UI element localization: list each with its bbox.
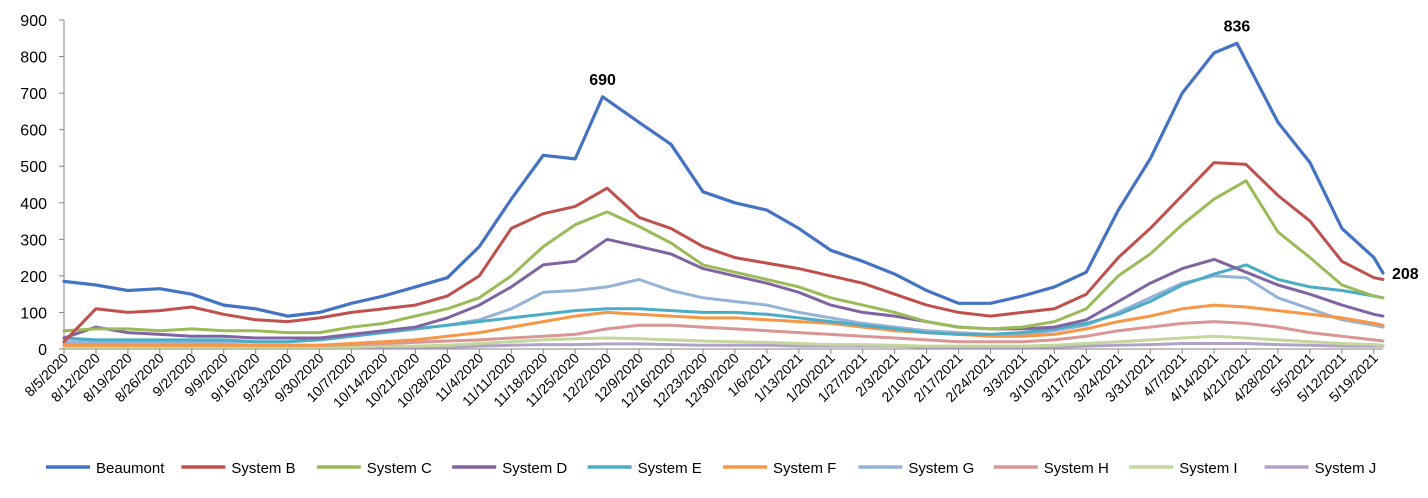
y-tick-label: 700 [20,86,47,103]
y-tick-label: 400 [20,196,47,213]
legend-label-system-f: System F [773,460,836,477]
series-line-beaumont [62,41,1385,318]
data-label: 208 [1392,266,1419,283]
series-line-system-c [62,179,1385,335]
legend-label-beaumont: Beaumont [96,460,165,477]
legend-label-system-j: System J [1315,460,1377,477]
series-line-system-d [62,237,1385,340]
y-tick-label: 100 [20,305,47,322]
series-line-system-f [62,303,1385,347]
legend-label-system-h: System H [1044,460,1109,477]
data-label: 690 [589,72,616,89]
legend-label-system-e: System E [638,460,702,477]
annotation-layer: 690 836 208 [589,18,1419,283]
series-line-system-e [62,263,1385,344]
series-layer [62,41,1385,349]
legend-label-system-i: System I [1179,460,1237,477]
series-line-system-i [62,334,1385,349]
y-tick-label: 200 [20,269,47,286]
y-axis: 0 100 200 300 400 500 600 700 800 900 [20,13,65,359]
legend-label-system-c: System C [367,460,432,477]
y-tick-label: 800 [20,50,47,67]
y-tick-label: 0 [38,342,47,359]
data-label: 836 [1224,18,1251,35]
y-tick-label: 300 [20,232,47,249]
legend: Beaumont System B System C System D System E… [46,460,1376,477]
legend-label-system-g: System G [908,460,974,477]
legend-label-system-d: System D [502,460,567,477]
series-line-system-b [62,161,1385,344]
y-tick-label: 900 [20,13,47,30]
legend-label-system-b: System B [231,460,295,477]
y-tick-label: 600 [20,123,47,140]
y-tick-label: 500 [20,159,47,176]
